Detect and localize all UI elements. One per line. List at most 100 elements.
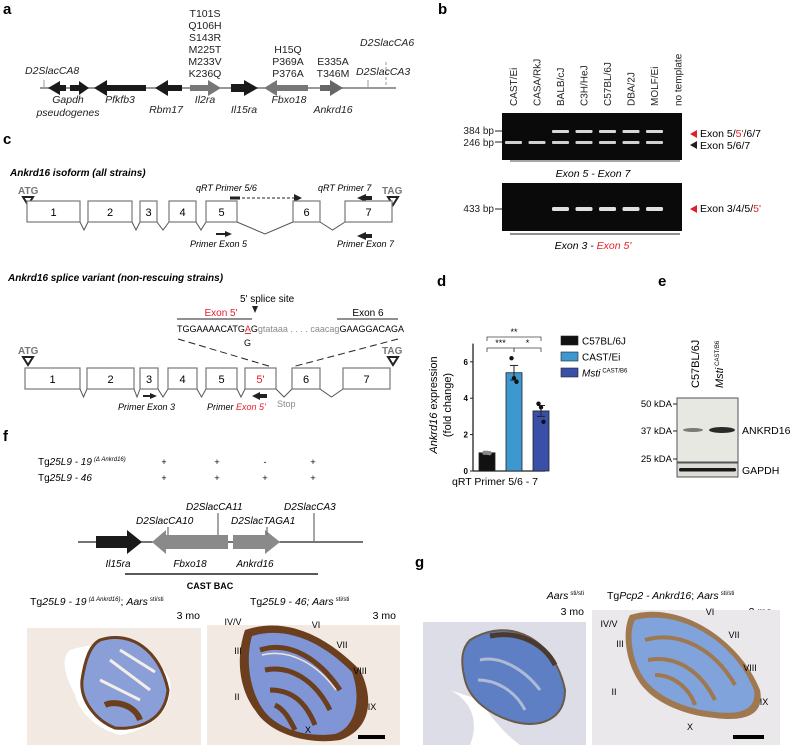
exon-box: [205, 367, 238, 390]
lane-label: MstiCAST/B6: [714, 340, 726, 388]
exon-label: 6: [303, 374, 309, 386]
intron-line: [79, 221, 89, 232]
stop-triangle-icon: [386, 356, 400, 367]
mutation: S143R: [189, 32, 222, 44]
band: [528, 141, 546, 144]
lobule-labels: IV/V III II VI VII VIII IX X: [600, 607, 768, 732]
atg-label: ATG: [18, 346, 39, 357]
intron-line: [157, 388, 169, 398]
exon-box: [205, 200, 238, 223]
sequence: TGGAAAACATGAGgtataaa . . . . caacagGAAGG…: [177, 324, 404, 334]
primer-arrow: [357, 194, 372, 202]
genotype-sign: +: [214, 457, 219, 467]
y-tick-label: 6: [464, 358, 469, 367]
fbxo18-arrow: [152, 530, 228, 554]
band: [646, 207, 663, 211]
scale-bar: [358, 735, 385, 739]
size-marker: 433 bp: [463, 204, 494, 215]
exon-box: [24, 367, 81, 390]
primer-exon3-label: Primer Exon 3: [118, 402, 175, 412]
tag-label: TAG: [382, 346, 403, 357]
panel-label-d: d: [437, 273, 446, 290]
panel-label-g: g: [415, 554, 424, 571]
histology-image-g-right: [592, 610, 780, 745]
seq-exon5prime-label: Exon 5': [204, 308, 237, 319]
lobule-label: IX: [760, 697, 769, 707]
red-triangle-icon: [690, 130, 697, 138]
splice-site-label: 5' splice site: [240, 294, 295, 305]
band: [575, 141, 593, 144]
exon-label: 1: [49, 374, 55, 386]
band: [709, 427, 735, 433]
genotype-sign: +: [214, 473, 219, 483]
image-2-title: Tg25L9 - 46; Aars sti/sti: [250, 596, 349, 608]
start-triangle-icon: [21, 356, 35, 367]
bar-cast-ei: [505, 372, 523, 472]
primer-arrow: [252, 392, 267, 400]
ankrd16-arrow: [233, 530, 280, 554]
exon-box: [292, 200, 321, 223]
mutation: E335A: [317, 56, 349, 68]
gene-label: Fbxo18: [271, 94, 306, 106]
lobule-label: III: [234, 646, 242, 656]
primer-exon5prime-label: Primer Exon 5': [207, 402, 266, 412]
gene-label: Il15ra: [105, 559, 130, 570]
exon-box: [244, 367, 277, 390]
mutation: K236Q: [189, 68, 222, 80]
band: [683, 428, 703, 432]
band: [622, 141, 640, 144]
gene-label: Il15ra: [231, 104, 257, 116]
marker-label: D2SlacCA8: [25, 65, 79, 77]
mutation: T346M: [317, 68, 350, 80]
band-label-433: Exon 3/4/5/5': [700, 203, 761, 215]
band: [599, 207, 616, 211]
legend-swatch: [560, 335, 579, 346]
exon-label: 5: [218, 374, 224, 386]
lane-label: CAST/Ei: [509, 68, 520, 106]
exon-box: [87, 200, 133, 223]
legend-label: C57BL/6J: [582, 337, 626, 348]
size-marker: 246 bp: [463, 138, 494, 149]
black-triangle-icon: [690, 141, 697, 149]
exon-label: 5: [218, 207, 224, 219]
exon-box: [139, 367, 159, 390]
lobule-label: VII: [728, 630, 739, 640]
exon-box: [342, 367, 391, 390]
primer-arrow: [143, 393, 157, 399]
isoform-title: Ankrd16 isoform (all strains): [9, 168, 146, 179]
mutation: P376A: [272, 68, 304, 80]
lobule-label: III: [616, 639, 624, 649]
ankrd16-label: ANKRD16: [742, 425, 791, 437]
lane-label: CASA/RkJ: [533, 59, 544, 106]
panel-label-e: e: [658, 273, 666, 290]
band-label-lower: Exon 5/6/7: [700, 140, 750, 152]
lane-label: DBA/2J: [627, 72, 638, 106]
bar-msti-cast-b6: [532, 410, 550, 472]
panel-label-b: b: [438, 1, 447, 18]
mutation: M225T: [189, 44, 222, 56]
panel-label-c: c: [3, 131, 11, 148]
age-label: 3 mo: [561, 606, 585, 618]
lane-label: C57BL/6J: [690, 340, 702, 388]
band: [622, 207, 640, 211]
exon-label: 7: [365, 207, 371, 219]
lane-label: BALB/cJ: [556, 68, 567, 106]
band: [622, 130, 640, 133]
exon-label: 4: [179, 207, 185, 219]
histology-image-g-left: [423, 622, 586, 745]
genotype-sign: +: [310, 457, 315, 467]
lobule-label: IX: [368, 702, 377, 712]
lane-label: MOLF/Ei: [650, 67, 661, 106]
seq-exon6-label: Exon 6: [352, 308, 384, 319]
mutation: H15Q: [274, 44, 301, 56]
intron-line: [79, 388, 88, 399]
marker-label: D2SlacCA6: [360, 37, 414, 49]
gene-label: Fbxo18: [173, 559, 207, 570]
intron-line: [319, 221, 346, 231]
panel-e: e C57BL/6J MstiCAST/B6 50 kDA 37 kDA 25 …: [641, 273, 791, 478]
exon-label: 2: [107, 374, 113, 386]
mutation: T101S: [190, 8, 221, 20]
rbm17-arrow: [155, 80, 182, 96]
lane-label: C3H/HeJ: [580, 65, 591, 106]
